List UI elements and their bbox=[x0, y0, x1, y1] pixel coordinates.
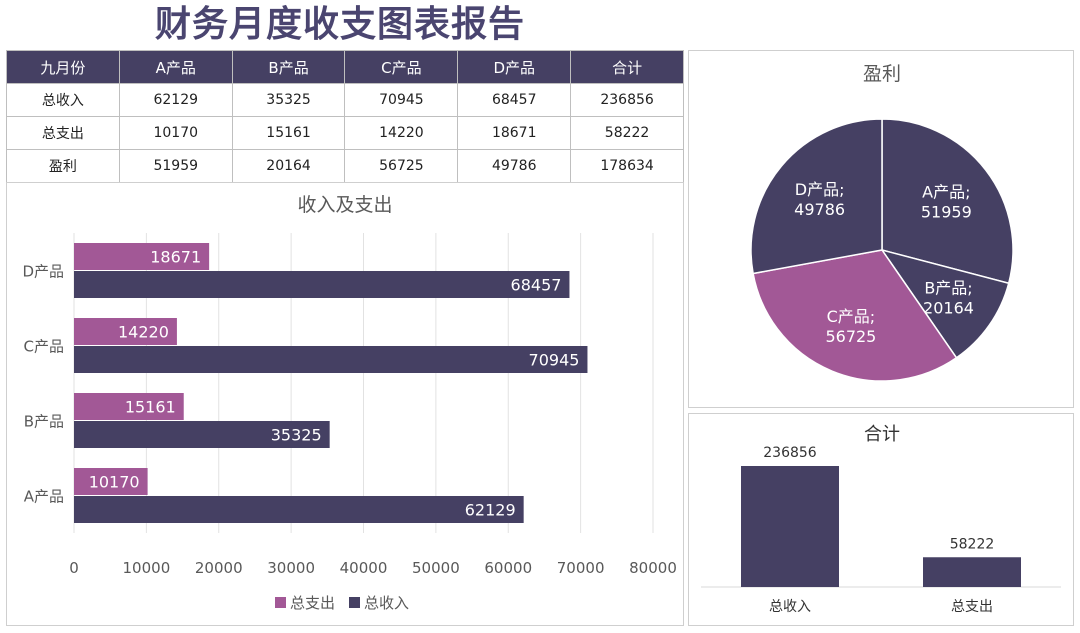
legend-label: 总收入 bbox=[364, 594, 409, 612]
table-cell: 56725 bbox=[344, 149, 459, 183]
profit-pie-chart: 盈利 A产品;51959 B产品;20164 C产品;56725 D产品;49786 bbox=[750, 63, 1014, 382]
pie-slice bbox=[752, 249, 958, 382]
x-tick-label: 0 bbox=[69, 559, 79, 577]
profit-pie-panel: 盈利 A产品; 51959 B产品; 20164 C产品; 56725 D产品; 49786 bbox=[688, 50, 1074, 408]
table-row: 盈利 51959 20164 56725 49786 178634 bbox=[6, 149, 684, 183]
table-cell: 盈利 bbox=[6, 149, 120, 183]
x-tick-label: 20000 bbox=[195, 559, 243, 577]
bar-data-label: 70945 bbox=[529, 351, 580, 370]
bar-data-label: 62129 bbox=[465, 501, 516, 520]
expense-bar bbox=[74, 393, 184, 420]
category-label: D产品 bbox=[22, 263, 64, 281]
pie-chart-title: 盈利 bbox=[863, 63, 901, 85]
table-cell: 14220 bbox=[344, 116, 459, 150]
x-tick-label: 30000 bbox=[267, 559, 315, 577]
total-chart-title: 合计 bbox=[864, 424, 900, 445]
table-cell: 58222 bbox=[570, 116, 684, 150]
table-cell: 18671 bbox=[457, 116, 572, 150]
x-tick-label: 50000 bbox=[412, 559, 460, 577]
table-header-cell: 九月份 bbox=[6, 50, 120, 84]
table-header-cell: A产品 bbox=[118, 50, 233, 84]
legend-income-swatch bbox=[349, 597, 360, 608]
total-bar-chart: 合计 236856 总收入 58222 总支出 bbox=[701, 424, 1061, 615]
table-cell: 51959 bbox=[118, 149, 233, 183]
pie-slice bbox=[880, 248, 1010, 359]
total-bar-value: 58222 bbox=[950, 536, 995, 552]
x-tick-label: 80000 bbox=[629, 559, 677, 577]
table-cell: 10170 bbox=[118, 116, 233, 150]
pie-slice-label: B产品; bbox=[924, 279, 972, 298]
income-bar bbox=[74, 496, 524, 523]
page-title: 财务月度收支图表报告 bbox=[155, 4, 526, 45]
table-cell: 总支出 bbox=[6, 116, 120, 150]
table-cell: 178634 bbox=[570, 149, 684, 183]
bar-data-label: 68457 bbox=[511, 276, 562, 295]
x-tick-label: 10000 bbox=[123, 559, 171, 577]
expense-bar bbox=[74, 318, 177, 345]
bar-data-label: 15161 bbox=[125, 398, 176, 417]
total-category-label: 总收入 bbox=[769, 599, 811, 615]
table-header-cell: 合计 bbox=[570, 50, 684, 84]
legend-label: 总支出 bbox=[290, 594, 335, 612]
total-bar bbox=[923, 557, 1021, 587]
table-cell: 20164 bbox=[231, 149, 346, 183]
table-body: 总收入 62129 35325 70945 68457 236856 总支出 10170 151… bbox=[6, 83, 684, 183]
table-cell: 49786 bbox=[457, 149, 572, 183]
pie-slice-label: C产品; bbox=[827, 307, 876, 326]
total-chart-panel: 合计 236856 总收入 58222 总支出 bbox=[688, 413, 1074, 626]
category-label: B产品 bbox=[24, 413, 64, 431]
pie-slice bbox=[881, 118, 1014, 285]
table-cell: 68457 bbox=[457, 83, 572, 117]
pie-slice-label: D产品; bbox=[795, 180, 845, 199]
pie-slice-value: 56725 bbox=[825, 327, 876, 346]
table-header-cell: B产品 bbox=[231, 50, 346, 84]
pie-slice-label: A产品; bbox=[922, 182, 970, 201]
income-expense-chart-panel: 收入及支出 0 10000 20000 30000 40000 50000 60000 7000… bbox=[6, 182, 684, 626]
table-row: 总支出 10170 15161 14220 18671 58222 bbox=[6, 116, 684, 150]
income-bar bbox=[74, 271, 570, 298]
category-label: A产品 bbox=[24, 488, 64, 506]
pie-slice-value: 51959 bbox=[921, 202, 972, 221]
table-cell: 236856 bbox=[570, 83, 684, 117]
total-bar bbox=[741, 466, 839, 587]
x-tick-label: 40000 bbox=[340, 559, 388, 577]
summary-table: 九月份 A产品 B产品 C产品 D产品 合计 总收入 62129 35325 70945 6845… bbox=[6, 50, 684, 183]
table-cell: 70945 bbox=[344, 83, 459, 117]
pie-slice-value: 49786 bbox=[794, 200, 845, 219]
bar-data-label: 14220 bbox=[118, 323, 169, 342]
table-cell: 15161 bbox=[231, 116, 346, 150]
bar-data-label: 18671 bbox=[150, 248, 201, 267]
table-cell: 35325 bbox=[231, 83, 346, 117]
table-cell: 62129 bbox=[118, 83, 233, 117]
income-bar bbox=[74, 421, 330, 448]
income-bar bbox=[74, 346, 588, 373]
income-expense-chart: 收入及支出 0 10000 20000 30000 40000 50000 60000 7000… bbox=[22, 194, 677, 612]
bar-data-label: 35325 bbox=[271, 426, 322, 445]
pie-slice bbox=[750, 118, 883, 275]
table-cell: 总收入 bbox=[6, 83, 120, 117]
bar-chart-title: 收入及支出 bbox=[297, 194, 392, 216]
table-header-row: 九月份 A产品 B产品 C产品 D产品 合计 bbox=[6, 50, 684, 84]
expense-bar bbox=[74, 468, 148, 495]
table-row: 总收入 62129 35325 70945 68457 236856 bbox=[6, 83, 684, 117]
category-label: C产品 bbox=[24, 338, 64, 356]
table-header-cell: C产品 bbox=[344, 50, 459, 84]
x-tick-label: 60000 bbox=[484, 559, 532, 577]
total-category-label: 总支出 bbox=[951, 599, 993, 615]
pie-slice-value: 20164 bbox=[923, 299, 974, 318]
legend-expense-swatch bbox=[275, 597, 286, 608]
bar-data-label: 10170 bbox=[89, 473, 140, 492]
table-header-cell: D产品 bbox=[457, 50, 572, 84]
total-bar-value: 236856 bbox=[763, 445, 817, 461]
x-tick-label: 70000 bbox=[557, 559, 605, 577]
expense-bar bbox=[74, 243, 210, 270]
